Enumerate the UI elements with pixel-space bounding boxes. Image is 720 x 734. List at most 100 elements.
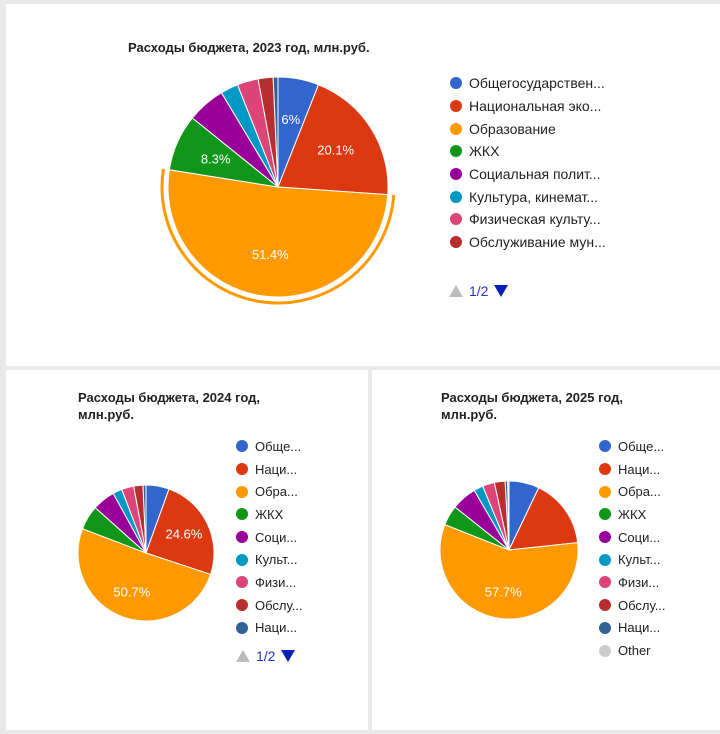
pie-slice[interactable] [167, 169, 389, 298]
legend-label: Обслу... [618, 597, 666, 613]
legend-label: ЖКХ [618, 506, 647, 522]
legend-item[interactable]: Наци... [599, 617, 666, 640]
legend-label: ЖКХ [469, 143, 500, 160]
previous-page-icon[interactable] [236, 650, 250, 662]
pie-slice[interactable] [77, 528, 212, 622]
next-page-icon[interactable] [494, 285, 509, 297]
legend-swatch-icon [450, 100, 462, 113]
chart-title-line: Расходы бюджета, 2024 год, [78, 390, 260, 405]
legend-swatch-icon [236, 463, 248, 476]
legend-item[interactable]: Культ... [599, 548, 666, 571]
slice-data-label: 24.6% [165, 527, 202, 542]
legend-label: Обслуживание мун... [469, 234, 606, 251]
legend-label: ЖКХ [255, 506, 284, 522]
legend-swatch-icon [236, 440, 248, 453]
chart-title-line: Расходы бюджета, 2023 год, млн.руб. [128, 40, 370, 55]
legend-label: Обслу... [255, 597, 303, 613]
pie-slice[interactable] [142, 484, 147, 554]
pie-chart-2024[interactable]: 24.6% 50.7% [6, 370, 368, 730]
legend-item[interactable]: Обра... [599, 480, 666, 503]
legend-item[interactable]: Обслу... [599, 594, 666, 617]
pie-slice[interactable] [277, 84, 389, 196]
legend-item[interactable]: Обслу... [236, 594, 303, 617]
legend-label: Социальная полит... [469, 166, 601, 183]
legend-item[interactable]: Соци... [236, 526, 303, 549]
legend-pager: 1/2 [449, 283, 509, 299]
chart-title-line: млн.руб. [78, 407, 134, 422]
pie-slice[interactable] [508, 487, 579, 551]
legend-label: Образование [469, 120, 556, 137]
legend-swatch-icon [450, 190, 462, 203]
legend-swatch-icon [599, 463, 611, 476]
legend-label: Обще... [618, 438, 665, 454]
legend-label: Наци... [618, 620, 661, 636]
legend-swatch-icon [599, 531, 611, 544]
legend-item[interactable]: Образование [450, 117, 606, 140]
slice-data-label: 57.7% [485, 584, 522, 599]
legend-swatch-icon [599, 621, 611, 634]
legend-label: Обще... [255, 438, 302, 454]
legend-swatch-icon [599, 440, 611, 453]
legend-item[interactable]: Культ... [236, 548, 303, 571]
legend-swatch-icon [450, 122, 462, 135]
legend-item[interactable]: ЖКХ [236, 503, 303, 526]
chart-panel-2025: Расходы бюджета, 2025 год, млн.руб. 57.7… [372, 370, 720, 730]
legend-label: Соци... [618, 529, 661, 545]
legend-swatch-icon [450, 213, 462, 226]
pie-slice[interactable] [272, 76, 279, 188]
legend-item[interactable]: Обще... [599, 435, 666, 458]
legend-label: Наци... [255, 620, 298, 636]
legend-item[interactable]: Наци... [236, 617, 303, 640]
slice-data-label: 8.3% [201, 151, 231, 166]
legend-item[interactable]: Обра... [236, 480, 303, 503]
pie-slice[interactable] [145, 488, 215, 576]
slice-highlight-ring [160, 168, 396, 305]
legend-swatch-icon [236, 508, 248, 521]
legend-label: Наци... [255, 461, 298, 477]
legend-item[interactable]: Культура, кинемат... [450, 185, 606, 208]
legend-label: Other [618, 643, 651, 659]
legend-item[interactable]: Наци... [236, 458, 303, 481]
pie-chart-2025[interactable]: 57.7% [372, 370, 720, 730]
legend-item[interactable]: Other [599, 639, 666, 662]
pie-chart-2023[interactable]: 6% 20.1% 51.4% 8.3% [6, 4, 720, 366]
legend-swatch-icon [599, 644, 611, 657]
legend-2023: Общегосударствен... Национальная эко... … [450, 72, 606, 254]
legend-swatch-icon [236, 553, 248, 566]
legend-item[interactable]: Физическая культу... [450, 208, 606, 231]
pie-slice[interactable] [439, 523, 579, 620]
chart-title-2023: Расходы бюджета, 2023 год, млн.руб. [128, 39, 370, 56]
legend-swatch-icon [236, 599, 248, 612]
legend-swatch-icon [450, 236, 462, 249]
legend-label: Национальная эко... [469, 98, 602, 115]
legend-item[interactable]: Национальная эко... [450, 95, 606, 118]
legend-item[interactable]: Обслуживание мун... [450, 231, 606, 254]
legend-item[interactable]: Физи... [599, 571, 666, 594]
legend-swatch-icon [450, 77, 462, 90]
legend-label: Культ... [255, 552, 298, 568]
legend-swatch-icon [599, 508, 611, 521]
legend-item[interactable]: ЖКХ [450, 140, 606, 163]
legend-item[interactable]: Соци... [599, 526, 666, 549]
legend-swatch-icon [599, 576, 611, 589]
legend-2025: Обще... Наци... Обра... ЖКХ Соци... Куль… [599, 435, 666, 662]
legend-item[interactable]: ЖКХ [599, 503, 666, 526]
slice-data-label: 50.7% [113, 585, 150, 600]
legend-item[interactable]: Социальная полит... [450, 163, 606, 186]
legend-label: Культура, кинемат... [469, 188, 599, 205]
legend-item[interactable]: Физи... [236, 571, 303, 594]
legend-swatch-icon [236, 576, 248, 589]
legend-item[interactable]: Наци... [599, 458, 666, 481]
chart-title-line: млн.руб. [441, 407, 497, 422]
legend-label: Культ... [618, 552, 661, 568]
legend-item[interactable]: Обще... [236, 435, 303, 458]
pie-slice[interactable] [507, 480, 510, 551]
chart-panel-2023: Расходы бюджета, 2023 год, млн.руб. 6% 20… [6, 4, 720, 366]
next-page-icon[interactable] [281, 650, 296, 662]
chart-panel-2024: Расходы бюджета, 2024 год, млн.руб. 24.6… [6, 370, 368, 730]
legend-label: Обра... [618, 484, 661, 500]
legend-item[interactable]: Общегосударствен... [450, 72, 606, 95]
slice-data-label: 6% [281, 112, 300, 127]
previous-page-icon[interactable] [449, 285, 463, 297]
slice-data-label: 51.4% [252, 247, 289, 262]
